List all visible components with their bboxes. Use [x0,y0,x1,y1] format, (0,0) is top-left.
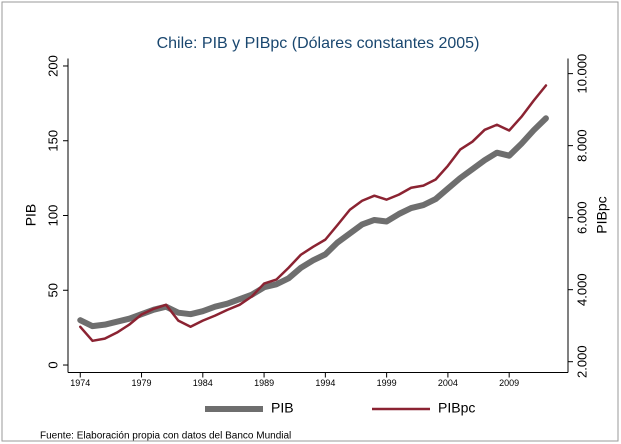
x-tick-label: 2004 [438,378,458,388]
y-tick-label: 200 [45,55,60,77]
x-tick-label: 1994 [315,378,335,388]
y2-tick-label: 10.000 [574,54,589,94]
x-tick-label: 1979 [132,378,152,388]
footnote: Fuente: Elaboración propia con datos del… [40,431,291,442]
x-tick-label: 1974 [70,378,90,388]
x-tick-label: 1989 [254,378,274,388]
y2-tick-label: 8.000 [574,129,589,162]
y-tick-label: 50 [45,283,60,297]
legend-label: PIB [271,400,294,416]
y2-tick-label: 2.000 [574,345,589,378]
y2-tick-label: 4.000 [574,273,589,306]
x-tick-label: 2009 [499,378,519,388]
y-axis-title: PIB [23,204,39,227]
y-tick-label: 0 [45,361,60,368]
y-tick-label: 150 [45,130,60,152]
y2-axis-title: PIBpc [594,196,610,233]
legend-label: PIBpc [438,400,475,416]
x-tick-label: 1999 [377,378,397,388]
series-line [79,84,548,343]
y2-tick-label: 6.000 [574,201,589,234]
y-tick-label: 100 [45,205,60,227]
x-tick-label: 1984 [193,378,213,388]
chart-title: Chile: PIB y PIBpc (Dólares constantes 2… [157,35,480,52]
